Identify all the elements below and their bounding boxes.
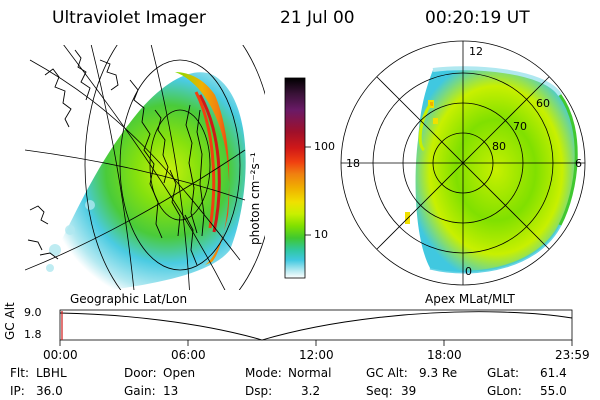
mlt-label-6: 6 bbox=[575, 157, 582, 170]
mode-label: Mode: bbox=[245, 366, 282, 380]
ip-label: IP: bbox=[10, 384, 25, 398]
mlat-label-70: 70 bbox=[513, 120, 527, 133]
seq-label: Seq: bbox=[366, 384, 393, 398]
mlt-label-12: 12 bbox=[469, 45, 483, 58]
time-tick-1800: 18:00 bbox=[427, 348, 462, 362]
mode-value: Normal bbox=[288, 366, 332, 380]
polar-map bbox=[340, 40, 586, 286]
door-value: Open bbox=[163, 366, 196, 380]
altitude-ylabel: GC Alt bbox=[3, 302, 17, 340]
mlt-label-18: 18 bbox=[346, 157, 360, 170]
door-label: Door: bbox=[124, 366, 157, 380]
glon-label: GLon: bbox=[487, 384, 522, 398]
gain-value: 13 bbox=[163, 384, 179, 398]
mlat-label-80: 80 bbox=[492, 140, 506, 153]
filter-value: LBHL bbox=[36, 366, 67, 380]
time-tick-0000: 00:00 bbox=[43, 348, 78, 362]
time-tick-2359: 23:59 bbox=[555, 348, 590, 362]
glat-label: GLat: bbox=[487, 366, 520, 380]
mlt-label-0: 0 bbox=[465, 265, 472, 278]
colorbar-tick-10: 10 bbox=[314, 228, 328, 241]
ip-value: 36.0 bbox=[36, 384, 63, 398]
time-label: 00:20:19 UT bbox=[425, 8, 530, 28]
seq-value: 39 bbox=[401, 384, 417, 398]
altitude-ytick-1: 1.8 bbox=[24, 328, 42, 341]
altitude-plot bbox=[59, 309, 573, 346]
colorbar bbox=[284, 77, 306, 279]
colorbar-unit-label: photon cm⁻²s⁻¹ bbox=[248, 152, 262, 245]
colorbar-tick-100: 100 bbox=[314, 140, 335, 153]
glon-value: 55.0 bbox=[540, 384, 567, 398]
altitude-ytick-9: 9.0 bbox=[24, 306, 42, 319]
time-tick-0600: 06:00 bbox=[171, 348, 206, 362]
dsp-value: 3.2 bbox=[301, 384, 321, 398]
time-tick-1200: 12:00 bbox=[299, 348, 334, 362]
gc-alt-label: GC Alt: bbox=[366, 366, 408, 380]
left-map-caption: Geographic Lat/Lon bbox=[70, 292, 188, 306]
right-map-caption: Apex MLat/MLT bbox=[425, 292, 515, 306]
glat-value: 61.4 bbox=[540, 366, 567, 380]
date-label: 21 Jul 00 bbox=[280, 8, 355, 28]
gc-alt-value: 9.3 Re bbox=[419, 366, 458, 380]
gain-label: Gain: bbox=[124, 384, 156, 398]
mlat-label-60: 60 bbox=[536, 97, 550, 110]
dsp-label: Dsp: bbox=[245, 384, 273, 398]
app-title: Ultraviolet Imager bbox=[52, 8, 206, 28]
geographic-map bbox=[25, 45, 265, 290]
filter-label: Flt: bbox=[10, 366, 29, 380]
